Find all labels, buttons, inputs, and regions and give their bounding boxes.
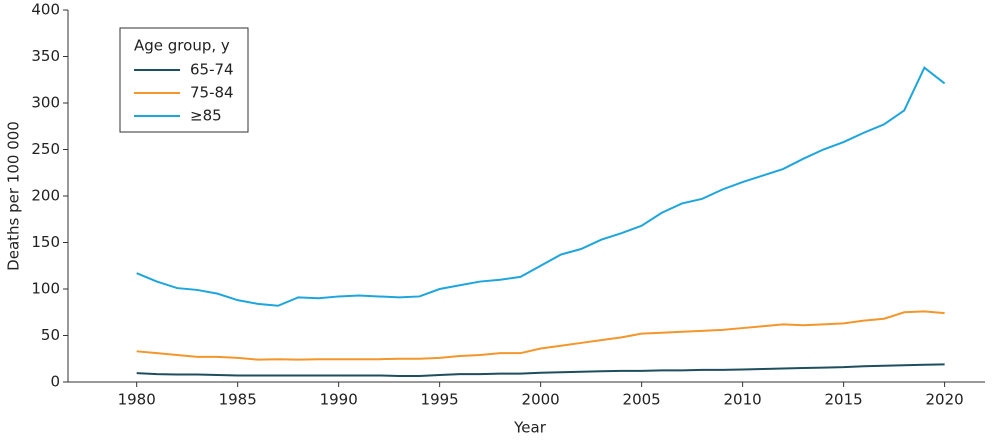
x-tick-label: 1990 [320,391,358,409]
x-tick-label: 2015 [825,391,863,409]
x-tick-label: 1980 [118,391,156,409]
line-series [136,66,946,307]
y-tick-label: 150 [31,233,60,251]
legend-title: Age group, y [134,37,230,55]
legend-label: ≥85 [190,107,222,125]
x-tick-label: 2000 [522,391,560,409]
x-tick-label: 1985 [219,391,257,409]
y-axis-label: Deaths per 100 000 [5,121,23,271]
y-tick-label: 50 [41,326,60,344]
x-tick-label: 1995 [421,391,459,409]
x-axis-label: Year [513,419,547,437]
x-tick-label: 2010 [724,391,762,409]
legend-box [119,27,249,133]
y-tick-label: 0 [50,373,60,391]
y-tick-label: 400 [31,1,60,19]
legend-label: 75-84 [190,84,234,102]
y-tick-label: 250 [31,140,60,158]
line-series [136,363,945,377]
y-tick-label: 100 [31,280,60,298]
y-tick-label: 350 [31,47,60,65]
y-tick-label: 300 [31,94,60,112]
y-tick-label: 200 [31,187,60,205]
line-series [136,310,945,361]
legend-label: 65-74 [190,61,234,79]
x-tick-label: 2020 [926,391,964,409]
x-tick-label: 2005 [623,391,661,409]
